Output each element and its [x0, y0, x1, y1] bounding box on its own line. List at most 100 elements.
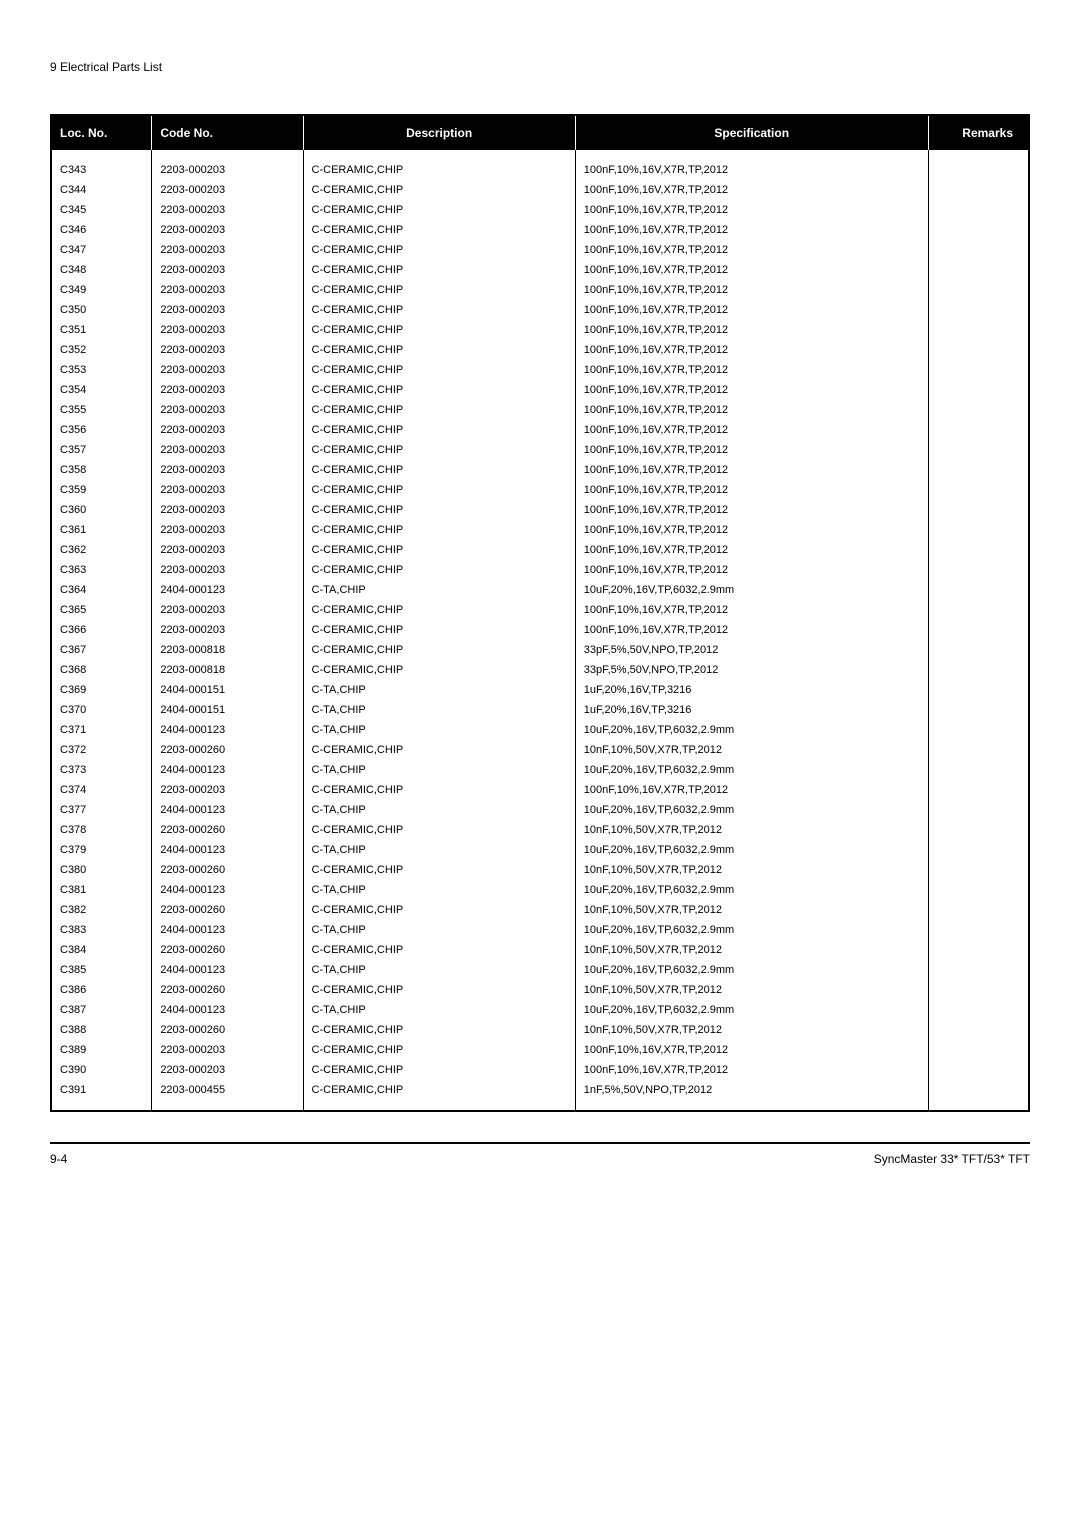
cell-code: 2203-000203	[152, 540, 303, 560]
cell-code: 2203-000203	[152, 200, 303, 220]
table-row: C3802203-000260C-CERAMIC,CHIP10nF,10%,50…	[51, 860, 1029, 880]
table-row: C3782203-000260C-CERAMIC,CHIP10nF,10%,50…	[51, 820, 1029, 840]
cell-spec: 1nF,5%,50V,NPO,TP,2012	[575, 1080, 928, 1111]
table-row: C3712404-000123C-TA,CHIP10uF,20%,16V,TP,…	[51, 720, 1029, 740]
cell-loc: C367	[51, 640, 152, 660]
cell-code: 2203-000203	[152, 360, 303, 380]
cell-spec: 10uF,20%,16V,TP,6032,2.9mm	[575, 880, 928, 900]
footer-right: SyncMaster 33* TFT/53* TFT	[874, 1152, 1030, 1166]
cell-desc: C-CERAMIC,CHIP	[303, 860, 575, 880]
table-row: C3732404-000123C-TA,CHIP10uF,20%,16V,TP,…	[51, 760, 1029, 780]
cell-code: 2203-000203	[152, 280, 303, 300]
table-row: C3642404-000123C-TA,CHIP10uF,20%,16V,TP,…	[51, 580, 1029, 600]
cell-loc: C369	[51, 680, 152, 700]
cell-loc: C359	[51, 480, 152, 500]
cell-remarks	[928, 1060, 1029, 1080]
cell-loc: C378	[51, 820, 152, 840]
cell-spec: 100nF,10%,16V,X7R,TP,2012	[575, 380, 928, 400]
cell-spec: 100nF,10%,16V,X7R,TP,2012	[575, 1040, 928, 1060]
table-row: C3652203-000203C-CERAMIC,CHIP100nF,10%,1…	[51, 600, 1029, 620]
cell-remarks	[928, 260, 1029, 280]
cell-spec: 100nF,10%,16V,X7R,TP,2012	[575, 780, 928, 800]
table-row: C3692404-000151C-TA,CHIP1uF,20%,16V,TP,3…	[51, 680, 1029, 700]
cell-code: 2203-000203	[152, 1040, 303, 1060]
cell-code: 2203-000203	[152, 150, 303, 180]
cell-spec: 100nF,10%,16V,X7R,TP,2012	[575, 360, 928, 380]
cell-spec: 100nF,10%,16V,X7R,TP,2012	[575, 620, 928, 640]
table-row: C3872404-000123C-TA,CHIP10uF,20%,16V,TP,…	[51, 1000, 1029, 1020]
cell-desc: C-CERAMIC,CHIP	[303, 280, 575, 300]
cell-remarks	[928, 620, 1029, 640]
cell-loc: C360	[51, 500, 152, 520]
cell-loc: C383	[51, 920, 152, 940]
cell-code: 2203-000203	[152, 180, 303, 200]
cell-remarks	[928, 460, 1029, 480]
cell-loc: C368	[51, 660, 152, 680]
cell-desc: C-CERAMIC,CHIP	[303, 540, 575, 560]
cell-remarks	[928, 700, 1029, 720]
cell-remarks	[928, 380, 1029, 400]
cell-code: 2203-000203	[152, 340, 303, 360]
cell-loc: C344	[51, 180, 152, 200]
cell-loc: C345	[51, 200, 152, 220]
cell-loc: C382	[51, 900, 152, 920]
cell-code: 2404-000123	[152, 760, 303, 780]
table-row: C3852404-000123C-TA,CHIP10uF,20%,16V,TP,…	[51, 960, 1029, 980]
cell-spec: 100nF,10%,16V,X7R,TP,2012	[575, 340, 928, 360]
cell-desc: C-CERAMIC,CHIP	[303, 240, 575, 260]
cell-loc: C384	[51, 940, 152, 960]
cell-loc: C348	[51, 260, 152, 280]
cell-desc: C-CERAMIC,CHIP	[303, 440, 575, 460]
cell-remarks	[928, 420, 1029, 440]
cell-remarks	[928, 180, 1029, 200]
cell-spec: 10uF,20%,16V,TP,6032,2.9mm	[575, 920, 928, 940]
cell-remarks	[928, 520, 1029, 540]
cell-spec: 100nF,10%,16V,X7R,TP,2012	[575, 440, 928, 460]
cell-code: 2404-000123	[152, 880, 303, 900]
cell-loc: C350	[51, 300, 152, 320]
cell-loc: C366	[51, 620, 152, 640]
cell-remarks	[928, 1080, 1029, 1111]
cell-code: 2404-000123	[152, 960, 303, 980]
table-row: C3472203-000203C-CERAMIC,CHIP100nF,10%,1…	[51, 240, 1029, 260]
table-row: C3462203-000203C-CERAMIC,CHIP100nF,10%,1…	[51, 220, 1029, 240]
cell-remarks	[928, 740, 1029, 760]
cell-code: 2203-000203	[152, 600, 303, 620]
table-row: C3742203-000203C-CERAMIC,CHIP100nF,10%,1…	[51, 780, 1029, 800]
cell-spec: 100nF,10%,16V,X7R,TP,2012	[575, 540, 928, 560]
cell-spec: 100nF,10%,16V,X7R,TP,2012	[575, 320, 928, 340]
cell-code: 2203-000260	[152, 900, 303, 920]
cell-loc: C343	[51, 150, 152, 180]
cell-code: 2203-000203	[152, 400, 303, 420]
table-row: C3662203-000203C-CERAMIC,CHIP100nF,10%,1…	[51, 620, 1029, 640]
cell-desc: C-CERAMIC,CHIP	[303, 360, 575, 380]
cell-code: 2203-000260	[152, 820, 303, 840]
cell-spec: 10nF,10%,50V,X7R,TP,2012	[575, 860, 928, 880]
header-desc: Description	[303, 115, 575, 150]
cell-code: 2203-000203	[152, 420, 303, 440]
table-row: C3702404-000151C-TA,CHIP1uF,20%,16V,TP,3…	[51, 700, 1029, 720]
cell-remarks	[928, 540, 1029, 560]
header-code: Code No.	[152, 115, 303, 150]
table-row: C3862203-000260C-CERAMIC,CHIP10nF,10%,50…	[51, 980, 1029, 1000]
cell-spec: 100nF,10%,16V,X7R,TP,2012	[575, 400, 928, 420]
cell-desc: C-CERAMIC,CHIP	[303, 900, 575, 920]
cell-code: 2203-000203	[152, 380, 303, 400]
cell-desc: C-TA,CHIP	[303, 880, 575, 900]
cell-spec: 10nF,10%,50V,X7R,TP,2012	[575, 940, 928, 960]
cell-spec: 100nF,10%,16V,X7R,TP,2012	[575, 500, 928, 520]
cell-code: 2404-000151	[152, 700, 303, 720]
cell-desc: C-CERAMIC,CHIP	[303, 320, 575, 340]
cell-code: 2203-000203	[152, 240, 303, 260]
cell-desc: C-CERAMIC,CHIP	[303, 420, 575, 440]
cell-spec: 10nF,10%,50V,X7R,TP,2012	[575, 900, 928, 920]
table-row: C3612203-000203C-CERAMIC,CHIP100nF,10%,1…	[51, 520, 1029, 540]
cell-code: 2404-000123	[152, 580, 303, 600]
cell-remarks	[928, 360, 1029, 380]
table-row: C3492203-000203C-CERAMIC,CHIP100nF,10%,1…	[51, 280, 1029, 300]
cell-spec: 100nF,10%,16V,X7R,TP,2012	[575, 460, 928, 480]
cell-spec: 10nF,10%,50V,X7R,TP,2012	[575, 980, 928, 1000]
cell-remarks	[928, 480, 1029, 500]
cell-desc: C-CERAMIC,CHIP	[303, 1080, 575, 1111]
cell-desc: C-CERAMIC,CHIP	[303, 180, 575, 200]
